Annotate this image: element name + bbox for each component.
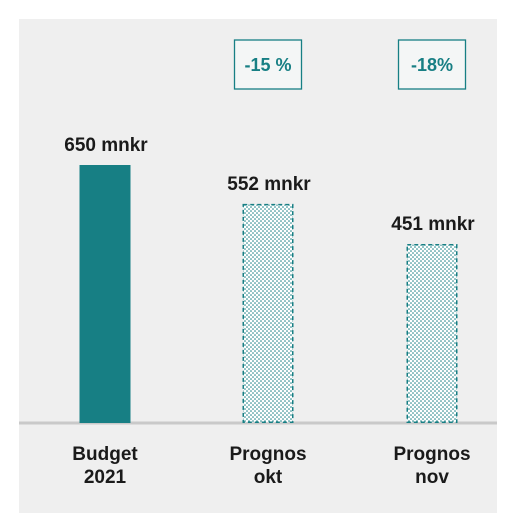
bar-1 xyxy=(242,203,294,423)
change-label-2: -18% xyxy=(411,55,453,75)
value-label-1: 552 mnkr xyxy=(227,174,311,195)
bar-2 xyxy=(406,243,458,423)
category-label-1-1: okt xyxy=(254,467,283,488)
category-label-1-0: Prognos xyxy=(229,444,306,465)
category-label-0-1: 2021 xyxy=(84,467,127,488)
value-label-2: 451 mnkr xyxy=(391,214,475,235)
value-label-0: 650 mnkr xyxy=(64,135,148,156)
change-box-2 xyxy=(397,39,467,90)
category-label-2-1: nov xyxy=(415,467,449,488)
change-box-1 xyxy=(233,39,303,90)
bar-0 xyxy=(79,165,131,423)
change-label-1: -15 % xyxy=(244,55,291,75)
category-label-2-0: Prognos xyxy=(393,444,470,465)
category-label-0-0: Budget xyxy=(72,444,138,465)
